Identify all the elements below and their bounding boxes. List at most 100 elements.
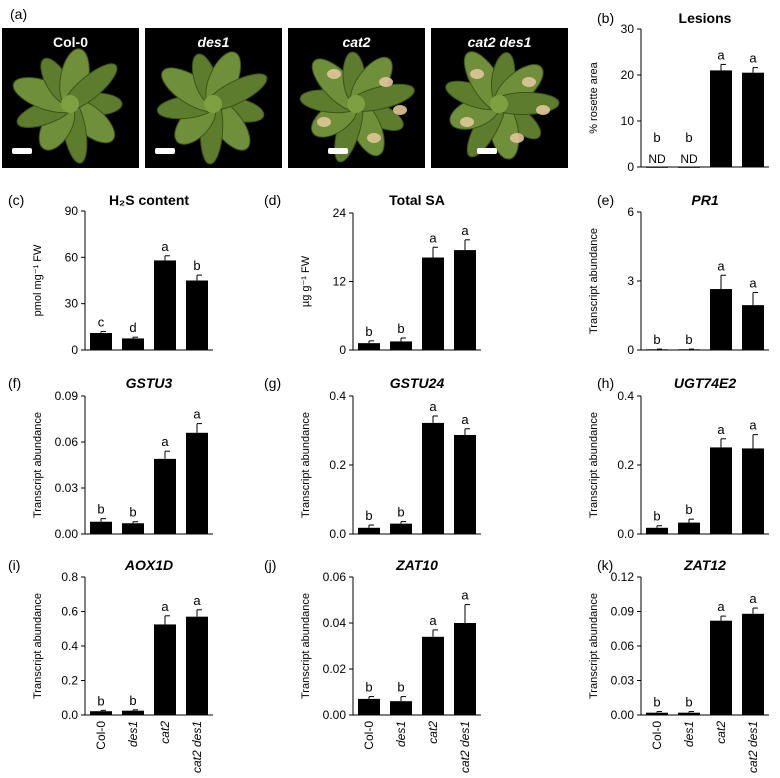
y-tick-label: 60 xyxy=(65,250,79,264)
x-tick-label: des1 xyxy=(394,721,408,747)
y-tick-label: 0.04 xyxy=(323,616,347,630)
significance-letter: a xyxy=(461,412,469,427)
bar xyxy=(678,349,700,351)
bar xyxy=(422,422,444,534)
y-tick-label: 30 xyxy=(621,22,635,36)
y-axis-label: Transcript abundance xyxy=(300,412,312,518)
photo-panel: (a) Col-0 des1 cat2 cat2 des1 xyxy=(0,0,580,180)
y-axis-label: Transcript abundance xyxy=(588,593,600,699)
significance-letter: b xyxy=(397,680,404,695)
y-axis-label: % rosette area xyxy=(588,61,600,133)
bar xyxy=(646,527,668,534)
chart-panel: (k) ZAT12 0.00 0.03 0.06 0.09 0.12 Transcript a… xyxy=(588,557,769,773)
y-tick-label: 0.4 xyxy=(329,389,346,403)
x-tick-label: cat2 des1 xyxy=(458,721,472,773)
y-axis-label: Transcript abundance xyxy=(300,593,312,699)
photo-des1: des1 xyxy=(145,28,282,168)
significance-letter: b xyxy=(129,693,136,708)
bar xyxy=(710,447,732,534)
bar xyxy=(710,70,732,167)
scale-bar xyxy=(328,148,348,154)
significance-letter: c xyxy=(98,314,105,329)
bar xyxy=(454,623,476,715)
bar xyxy=(454,434,476,534)
significance-letter: d xyxy=(129,320,136,335)
bar xyxy=(122,523,144,534)
significance-letter: b xyxy=(97,693,104,708)
x-tick-label: cat2 des1 xyxy=(746,721,760,773)
rosette xyxy=(299,51,415,163)
x-tick-label: cat2 xyxy=(158,721,172,744)
bar xyxy=(646,712,668,715)
photo-col0: Col-0 xyxy=(2,28,139,168)
panel-letter: (f) xyxy=(8,375,21,391)
significance-letter: b xyxy=(397,505,404,520)
bar xyxy=(90,711,112,715)
photo-label: cat2 xyxy=(342,34,371,50)
significance-letter: a xyxy=(749,276,757,291)
significance-letter: b xyxy=(685,502,692,517)
panel-letter: (k) xyxy=(597,557,613,573)
panel-letter: (i) xyxy=(8,557,20,573)
panel-letter: (e) xyxy=(597,192,614,208)
value-note: ND xyxy=(680,152,698,166)
significance-letter: b xyxy=(365,680,372,695)
rosette-center xyxy=(490,95,508,113)
chart-title: ZAT12 xyxy=(683,557,726,573)
x-tick-label: des1 xyxy=(126,721,140,747)
y-tick-label: 0.2 xyxy=(329,458,346,472)
bar xyxy=(122,710,144,715)
panel-letter: (d) xyxy=(264,192,281,208)
chart-title: GSTU3 xyxy=(126,375,173,391)
y-tick-label: 0.0 xyxy=(617,527,634,541)
chart-title: PR1 xyxy=(691,192,718,208)
bar xyxy=(358,343,380,350)
panel-letter: (g) xyxy=(264,375,281,391)
photo-label: cat2 des1 xyxy=(467,34,532,50)
y-tick-label: 12 xyxy=(333,275,347,289)
bar xyxy=(186,432,208,534)
significance-letter: a xyxy=(717,422,725,437)
chart-title: ZAT10 xyxy=(395,557,438,573)
y-tick-label: 0.09 xyxy=(55,389,79,403)
significance-letter: b xyxy=(653,130,660,145)
y-tick-label: 0.2 xyxy=(617,458,634,472)
significance-letter: a xyxy=(717,599,725,614)
panel-letter: (h) xyxy=(597,375,614,391)
panel-letter-a: (a) xyxy=(10,6,28,22)
lesion xyxy=(536,105,550,115)
y-tick-label: 0.8 xyxy=(61,570,78,584)
y-tick-label: 3 xyxy=(627,274,634,288)
y-axis-label: Transcript abundance xyxy=(588,412,600,518)
y-tick-label: 6 xyxy=(627,205,634,219)
bar xyxy=(390,523,412,534)
y-tick-label: 30 xyxy=(65,297,79,311)
significance-letter: a xyxy=(749,418,757,433)
y-tick-label: 0 xyxy=(339,343,346,357)
significance-letter: b xyxy=(365,508,372,523)
y-tick-label: 0 xyxy=(71,343,78,357)
y-axis-label: Transcript abundance xyxy=(32,593,44,699)
bar xyxy=(390,701,412,715)
y-tick-label: 0 xyxy=(627,160,634,174)
y-tick-label: 0.4 xyxy=(61,639,78,653)
rosette-image xyxy=(445,51,560,160)
scale-bar xyxy=(12,148,32,154)
significance-letter: b xyxy=(685,695,692,710)
bar xyxy=(358,698,380,715)
chart-title: Total SA xyxy=(389,192,445,208)
chart-panel: (f) GSTU3 0.00 0.03 0.06 0.09 Transcript abund… xyxy=(8,375,213,541)
significance-letter: b xyxy=(685,332,692,347)
significance-letter: b xyxy=(365,324,372,339)
bar xyxy=(742,305,764,350)
y-tick-label: 0.00 xyxy=(323,708,347,722)
x-tick-label: Col-0 xyxy=(94,721,108,750)
lesion xyxy=(522,77,536,87)
y-tick-label: 0.03 xyxy=(611,674,635,688)
chart-panel: (h) UGT74E2 0.0 0.2 0.4 Transcript abundance b… xyxy=(588,375,769,541)
rosette-center xyxy=(347,95,365,113)
significance-letter: a xyxy=(161,599,169,614)
significance-letter: a xyxy=(461,223,469,238)
significance-letter: b xyxy=(193,258,200,273)
